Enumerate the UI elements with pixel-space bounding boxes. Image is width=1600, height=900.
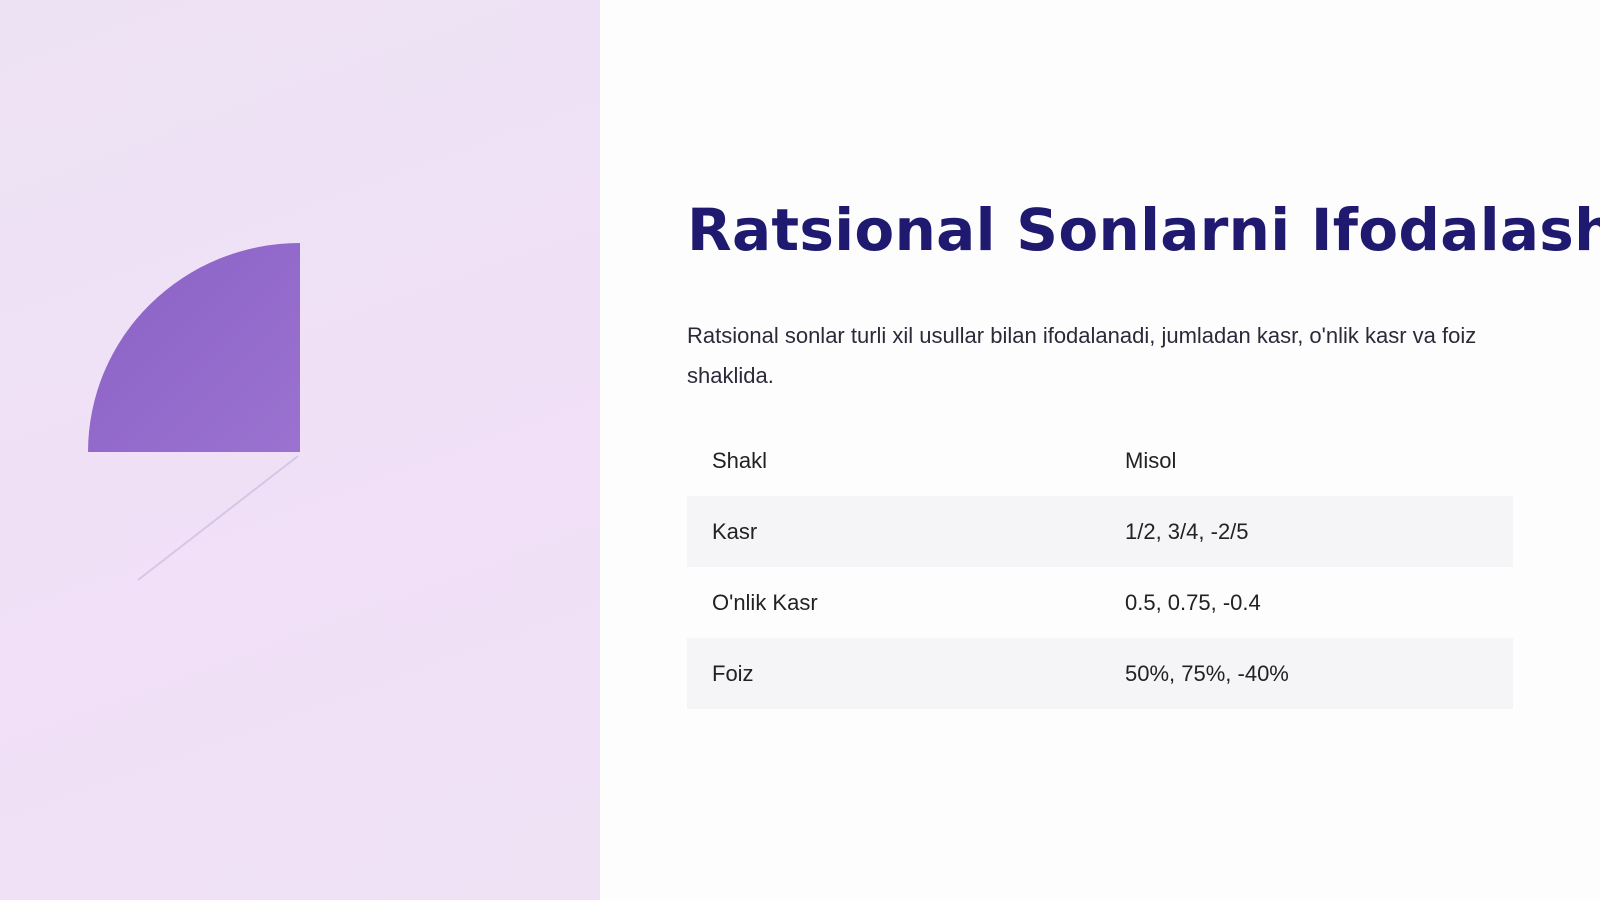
table-cell: 1/2, 3/4, -2/5 — [1125, 518, 1249, 544]
decor-panel — [0, 0, 600, 900]
paragraph: Ratsional sonlar turli xil usullar bilan… — [687, 323, 1477, 388]
title: Ratsional Sonlarni Ifodalash — [687, 196, 1600, 264]
table-row: Kasr 1/2, 3/4, -2/5 — [687, 496, 1513, 567]
table-cell: 50%, 75%, -40% — [1125, 660, 1289, 686]
quarter-circle — [88, 243, 300, 452]
table-cell: Kasr — [712, 518, 758, 544]
header-row: Shakl Misol — [687, 425, 1513, 496]
table-row: O'nlik Kasr 0.5, 0.75, -0.4 — [687, 567, 1513, 638]
table-cell: 0.5, 0.75, -0.4 — [1125, 589, 1261, 615]
header-cell: Shakl — [712, 447, 768, 473]
table: Shakl Misol Kasr 1/2, 3/4, -2/5 O'nlik Kas… — [687, 425, 1513, 709]
header-cell: Misol — [1125, 447, 1177, 473]
table-cell: Foiz — [712, 660, 754, 686]
decor — [88, 243, 300, 581]
table-cell: O'nlik Kasr — [712, 589, 818, 615]
diagonal-line — [137, 455, 299, 581]
table-row: Foiz 50%, 75%, -40% — [687, 638, 1513, 709]
